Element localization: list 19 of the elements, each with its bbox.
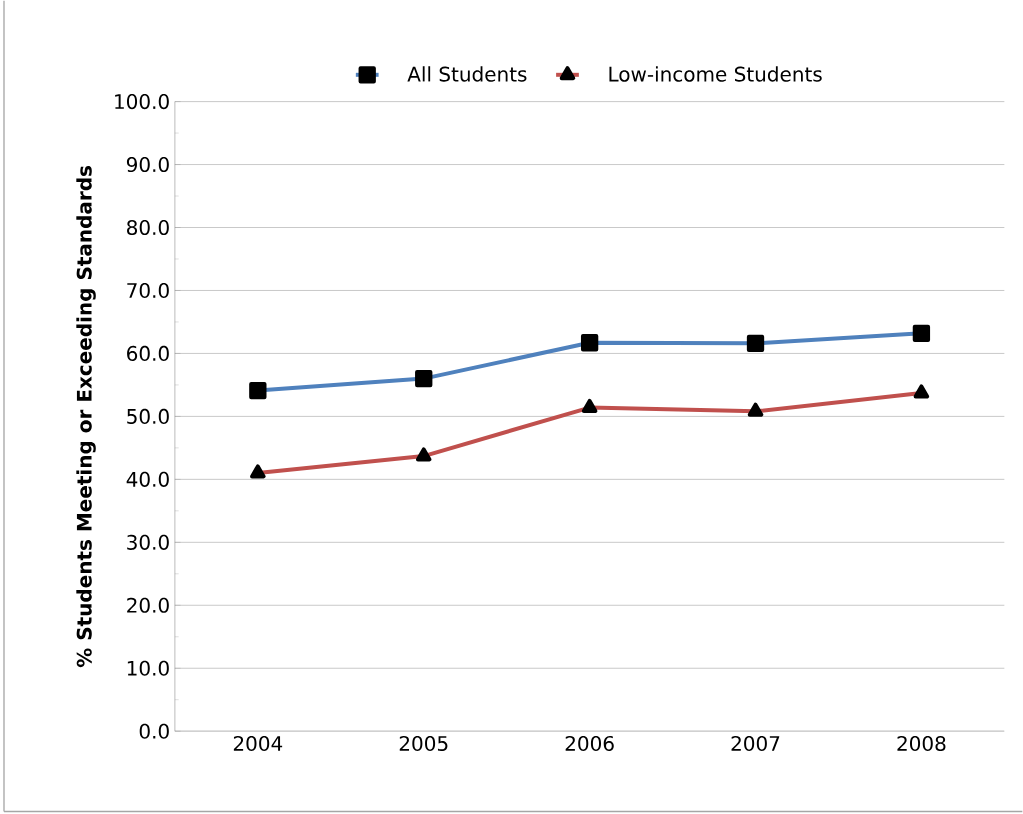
y-tick-label: 90.0 [126,156,169,173]
y-tick-label: 10.0 [127,660,169,676]
y-tick-label: 80.0 [127,219,169,236]
y-tick-label: 60.0 [127,345,169,361]
y-tick-label: 70.0 [127,282,169,298]
y-tick-label: 40.0 [126,471,169,487]
y-tick-label: 100.0 [115,93,169,110]
x-tick-label: 2004 [233,735,283,751]
y-tick-label: 0.0 [139,723,169,739]
y-axis-title: % Students Meeting or Exceeding Standards [76,165,96,668]
y-tick-label: 20.0 [127,597,169,613]
legend-label: Low-income Students [609,66,822,82]
y-tick-label: 50.0 [127,408,169,424]
x-tick-label: 2008 [897,735,946,751]
y-tick-label: 30.0 [127,534,169,550]
legend-label: All Students [407,66,527,82]
x-tick-label: 2005 [399,735,448,751]
x-tick-label: 2006 [565,735,614,751]
x-tick-label: 2007 [731,735,780,751]
